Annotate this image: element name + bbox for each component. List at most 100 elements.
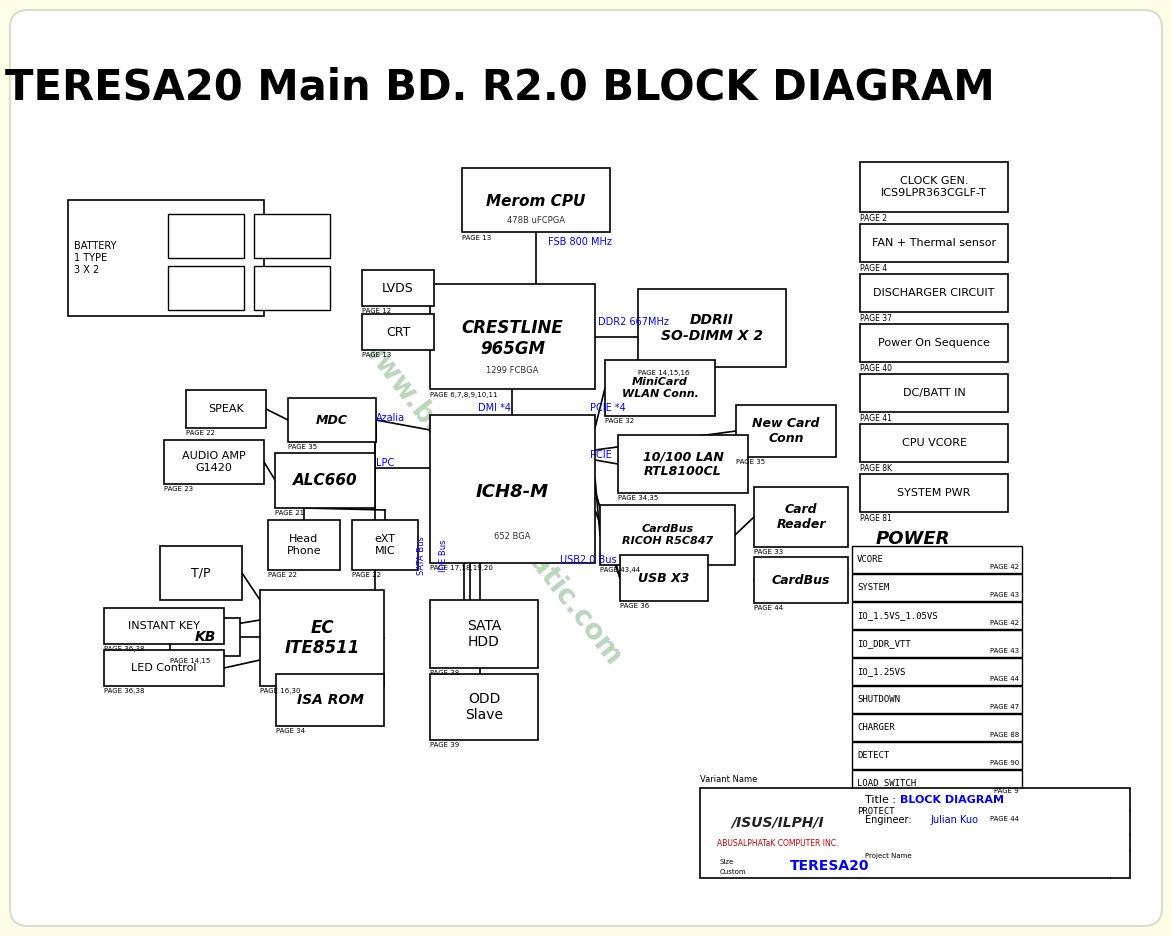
- Text: PAGE 8K: PAGE 8K: [860, 464, 892, 473]
- Text: CPU VCORE: CPU VCORE: [901, 438, 967, 448]
- Text: ALC660: ALC660: [293, 473, 357, 488]
- Text: LED Control: LED Control: [131, 663, 197, 673]
- Text: eXT
MIC: eXT MIC: [375, 534, 395, 556]
- Text: PAGE 13: PAGE 13: [362, 352, 391, 358]
- Text: Title :: Title :: [865, 795, 897, 805]
- Text: SATA Bus: SATA Bus: [417, 536, 427, 576]
- Text: PAGE 36,38: PAGE 36,38: [104, 688, 144, 694]
- Text: PAGE 44: PAGE 44: [754, 605, 783, 611]
- Text: PAGE 38: PAGE 38: [430, 670, 459, 676]
- Text: EC
ITE8511: EC ITE8511: [285, 619, 360, 657]
- Text: PAGE 47: PAGE 47: [990, 704, 1018, 710]
- Bar: [462, 168, 609, 232]
- Text: DISCHARGER CIRCUIT: DISCHARGER CIRCUIT: [873, 288, 995, 298]
- Text: IDE Bus: IDE Bus: [440, 540, 449, 572]
- Text: POWER: POWER: [875, 530, 950, 548]
- Bar: [736, 405, 836, 457]
- Bar: [275, 674, 384, 726]
- Text: PAGE 33: PAGE 33: [754, 549, 783, 555]
- Bar: [860, 324, 1008, 362]
- Text: /ISUS/ILPH/I: /ISUS/ILPH/I: [731, 815, 824, 829]
- Text: 1299 FCBGA: 1299 FCBGA: [486, 366, 539, 374]
- Bar: [362, 270, 434, 306]
- Bar: [860, 474, 1008, 512]
- Bar: [68, 200, 264, 316]
- Text: SHUTDOWN: SHUTDOWN: [857, 695, 900, 704]
- Text: BLOCK DIAGRAM: BLOCK DIAGRAM: [900, 795, 1004, 805]
- Bar: [430, 415, 595, 563]
- Text: ISA ROM: ISA ROM: [297, 693, 363, 707]
- Text: VCORE: VCORE: [857, 555, 884, 564]
- Bar: [700, 788, 1130, 878]
- Text: PAGE 14,15: PAGE 14,15: [170, 658, 210, 664]
- Text: FSB 800 MHz: FSB 800 MHz: [548, 237, 612, 247]
- Text: PAGE 9: PAGE 9: [994, 788, 1018, 794]
- Text: MDC: MDC: [316, 414, 348, 427]
- Text: TERESA20: TERESA20: [790, 859, 870, 873]
- Text: PAGE 41: PAGE 41: [860, 414, 892, 423]
- Text: PROTECT: PROTECT: [857, 807, 894, 816]
- Bar: [754, 557, 849, 603]
- Text: Variant Name: Variant Name: [700, 775, 757, 784]
- Text: PAGE 2: PAGE 2: [860, 214, 887, 223]
- Text: PAGE 13: PAGE 13: [462, 235, 491, 241]
- Bar: [852, 770, 1022, 797]
- Text: PCIE *4: PCIE *4: [590, 403, 626, 413]
- Text: ICH8-M: ICH8-M: [476, 483, 548, 501]
- Text: PAGE 37: PAGE 37: [860, 314, 892, 323]
- Bar: [620, 555, 708, 601]
- Bar: [430, 284, 595, 389]
- Text: CardBus
RICOH R5C847: CardBus RICOH R5C847: [622, 524, 713, 546]
- Text: DETECT: DETECT: [857, 751, 890, 760]
- Text: PAGE 6,7,8,9,10,11: PAGE 6,7,8,9,10,11: [430, 392, 497, 398]
- Text: SATA
HDD: SATA HDD: [466, 619, 502, 649]
- Text: PAGE 22: PAGE 22: [352, 572, 381, 578]
- Text: LVDS: LVDS: [382, 282, 414, 295]
- Bar: [852, 574, 1022, 601]
- Bar: [260, 590, 384, 686]
- Bar: [852, 658, 1022, 685]
- Text: Merom CPU: Merom CPU: [486, 194, 586, 209]
- Text: 652 BGA: 652 BGA: [495, 532, 531, 541]
- Text: USB X3: USB X3: [639, 572, 689, 584]
- Text: PAGE 17,18,19,20: PAGE 17,18,19,20: [430, 565, 493, 571]
- Bar: [352, 520, 418, 570]
- Text: 478B uFCPGA: 478B uFCPGA: [507, 216, 565, 225]
- Text: DC/BATT IN: DC/BATT IN: [902, 388, 966, 398]
- Bar: [288, 398, 376, 442]
- Bar: [104, 608, 224, 644]
- Text: CardBus: CardBus: [771, 574, 830, 587]
- Text: Size: Size: [720, 859, 734, 865]
- Text: Julian Kuo: Julian Kuo: [931, 815, 977, 825]
- Text: PAGE 23: PAGE 23: [164, 486, 193, 492]
- Text: Card
Reader: Card Reader: [776, 503, 826, 531]
- Bar: [860, 274, 1008, 312]
- Text: PAGE 39: PAGE 39: [430, 742, 459, 748]
- Text: Head
Phone: Head Phone: [287, 534, 321, 556]
- Text: PCIE: PCIE: [590, 450, 612, 460]
- Bar: [600, 505, 735, 565]
- Bar: [852, 742, 1022, 769]
- Bar: [852, 714, 1022, 741]
- Text: CHARGER: CHARGER: [857, 723, 894, 732]
- Text: MiniCard
WLAN Conn.: MiniCard WLAN Conn.: [621, 377, 699, 399]
- Text: PAGE 12: PAGE 12: [362, 308, 391, 314]
- FancyBboxPatch shape: [11, 10, 1161, 926]
- Text: Custom: Custom: [720, 869, 747, 875]
- Text: TERESA20 Main BD. R2.0 BLOCK DIAGRAM: TERESA20 Main BD. R2.0 BLOCK DIAGRAM: [5, 67, 995, 109]
- Text: DDR2 667MHz: DDR2 667MHz: [598, 317, 669, 327]
- Bar: [254, 266, 331, 310]
- Bar: [430, 600, 538, 668]
- Text: DDRII
SO-DIMM X 2: DDRII SO-DIMM X 2: [661, 313, 763, 344]
- Bar: [754, 487, 849, 547]
- Text: PAGE 44: PAGE 44: [990, 816, 1018, 822]
- Text: ABUSALPHATaK COMPUTER INC.: ABUSALPHATaK COMPUTER INC.: [717, 839, 839, 847]
- Text: KB: KB: [195, 630, 216, 644]
- Text: Project Name: Project Name: [865, 853, 912, 859]
- Text: PAGE 81: PAGE 81: [860, 514, 892, 523]
- Text: FAN + Thermal sensor: FAN + Thermal sensor: [872, 238, 996, 248]
- Text: Power On Sequence: Power On Sequence: [878, 338, 990, 348]
- Text: AUDIO AMP
G1420: AUDIO AMP G1420: [182, 451, 246, 473]
- Text: www.boardschematic.com: www.boardschematic.com: [353, 329, 627, 670]
- Bar: [860, 162, 1008, 212]
